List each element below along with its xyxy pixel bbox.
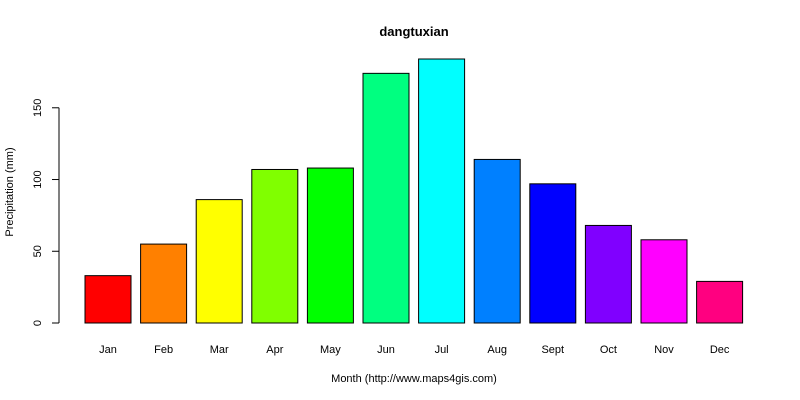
bar-sept: [529, 183, 577, 324]
bar-jun: [362, 72, 410, 324]
x-tick-label-nov: Nov: [654, 344, 674, 356]
bar-oct: [584, 224, 632, 324]
bar-mar: [195, 199, 243, 324]
y-tick-label-50: 50: [32, 245, 44, 257]
x-tick-label-mar: Mar: [210, 344, 229, 356]
y-axis: 0 50 100 150: [32, 99, 60, 326]
bar-may: [306, 167, 354, 324]
x-tick-label-feb: Feb: [154, 344, 173, 356]
bar-feb: [140, 243, 188, 324]
x-axis-label: Month (http://www.maps4gis.com): [331, 373, 497, 385]
y-tick-label-0: 0: [32, 320, 44, 326]
x-tick-label-jul: Jul: [435, 344, 449, 356]
x-tick-label-aug: Aug: [487, 344, 507, 356]
x-tick-label-sept: Sept: [541, 344, 564, 356]
bar-apr: [251, 168, 299, 324]
bar-nov: [640, 239, 688, 324]
x-tick-label-jan: Jan: [99, 344, 117, 356]
x-tick-labels: Jan Feb Mar Apr May Jun Jul Aug Sept Oct Nov Dec: [99, 344, 730, 356]
chart-title: dangtuxian: [379, 24, 448, 39]
y-tick-label-100: 100: [32, 170, 44, 188]
y-axis-label: Precipitation (mm): [4, 147, 16, 236]
x-tick-label-apr: Apr: [266, 344, 283, 356]
bars: [84, 58, 744, 324]
bar-aug: [473, 158, 521, 324]
x-tick-label-may: May: [320, 344, 341, 356]
x-tick-label-dec: Dec: [710, 344, 730, 356]
bar-jan: [84, 275, 132, 324]
bar-jul: [418, 58, 466, 324]
y-tick-label-150: 150: [32, 99, 44, 117]
x-tick-label-jun: Jun: [377, 344, 395, 356]
bar-dec: [696, 280, 744, 324]
x-tick-label-oct: Oct: [600, 344, 617, 356]
